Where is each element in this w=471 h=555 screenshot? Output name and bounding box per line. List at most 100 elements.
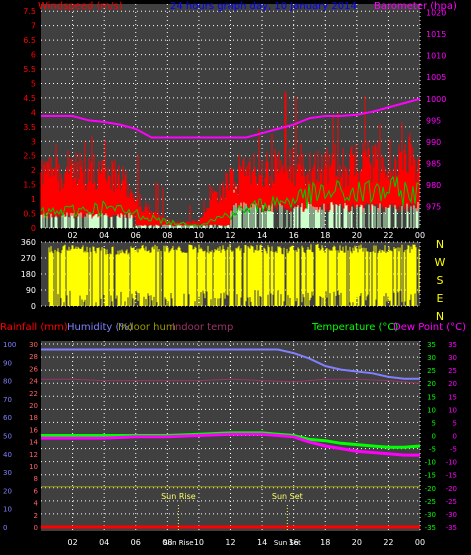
hour-tick: 22	[383, 538, 393, 547]
hour-tick: 16	[289, 538, 299, 547]
hour-tick: 20	[352, 231, 362, 240]
rainfall-tick: 30	[29, 341, 38, 349]
direction-tick: 180	[21, 270, 36, 279]
bottom-lines	[41, 348, 421, 529]
hour-tick: 02	[67, 538, 77, 547]
dewpoint-tick: 15	[448, 393, 457, 401]
humidity-tick: 30	[3, 469, 12, 477]
rainfall-label: Rainfall (mm)	[0, 322, 68, 333]
hour-tick: 06	[131, 538, 141, 547]
barometer-axis-label: Barometer (hpa)	[374, 1, 457, 12]
barometer-tick: 975	[426, 202, 441, 211]
dewpoint-tick-labels: -35 -30 -25 -20 -15 -10 -5 0 5 10 15 20 25 30 35	[446, 341, 457, 532]
barometer-tick: 980	[426, 181, 441, 190]
sun-annotation: Sun Rise	[161, 492, 196, 501]
wind-average-line	[40, 175, 419, 227]
top-lines	[40, 97, 421, 227]
dewpoint-tick: 35	[448, 341, 457, 349]
temperature-tick: -15	[425, 472, 436, 480]
rainfall-tick: 24	[29, 378, 38, 386]
temperature-tick: -25	[425, 498, 436, 506]
windspeed-tick: 6.5	[23, 36, 36, 45]
rainfall-tick: 16	[29, 426, 38, 434]
windspeed-tick: 3	[31, 137, 36, 146]
hour-tick: 00	[415, 538, 425, 547]
hour-tick: 08	[162, 231, 172, 240]
dewpoint-tick: 25	[448, 367, 457, 375]
dewpoint-tick: -30	[446, 511, 457, 519]
windspeed-tick: 5	[31, 79, 36, 88]
windspeed-tick: 7	[31, 22, 36, 31]
humidity-tick-labels: 0 10 20 30 40 50 60 70 80 90 100	[3, 341, 16, 532]
windspeed-tick: 3.5	[23, 123, 36, 132]
barometer-tick: 1020	[426, 9, 446, 18]
temperature-tick: -35	[425, 524, 436, 532]
windspeed-tick: 1.5	[23, 181, 36, 190]
dewpoint-tick: -10	[446, 459, 457, 467]
dewpoint-tick: -5	[450, 446, 457, 454]
direction-tick-labels: 0 90 180 270 360	[21, 238, 36, 311]
barometer-tick: 1015	[426, 30, 446, 39]
top-chart-title: 24 hours graph day, 10 January 2014	[170, 1, 357, 12]
direction-bars	[48, 243, 420, 306]
direction-tick: 270	[21, 254, 36, 263]
hour-tick: 04	[99, 231, 109, 240]
rainfall-tick: 2	[34, 512, 38, 520]
temperature-tick: 25	[427, 367, 436, 375]
hour-tick: 02	[67, 231, 77, 240]
windspeed-tick: 0	[31, 224, 36, 233]
rainfall-tick: 26	[29, 365, 38, 373]
humidity-tick: 50	[3, 433, 12, 441]
barometer-tick-labels: 975 980 985 990 995 1000 1005 1010 1015 1020	[426, 9, 446, 212]
temperature-tick: -10	[425, 459, 436, 467]
humidity-tick: 40	[3, 451, 12, 459]
windspeed-tick: 7.5	[23, 7, 36, 16]
windspeed-tick: 6	[31, 51, 36, 60]
windspeed-tick-labels: 0 0.5 1 1.5 2 2.5 3 3.5 4 4.5 5 5.5 6 6.5 7 7.5	[23, 7, 36, 233]
sun-annotations: Sun Rise Sun Rise Sun Set Sun Set	[161, 492, 303, 547]
hour-tick: 00	[415, 231, 425, 240]
barometer-tick: 985	[426, 159, 441, 168]
windspeed-tick: 4.5	[23, 94, 36, 103]
wind-barometer-panel: 00.511.522.533.544.555.566.577.5 9759809…	[23, 1, 457, 240]
windspeed-tick: 2	[31, 166, 36, 175]
hour-tick: 22	[383, 231, 393, 240]
compass-label: N	[436, 238, 444, 251]
dewpoint-tick: -25	[446, 498, 457, 506]
humidity-tick: 80	[3, 378, 12, 386]
dewpoint-tick: 5	[453, 419, 457, 427]
hour-tick: 18	[320, 231, 330, 240]
hour-tick: 18	[320, 538, 330, 547]
hour-tick: 06	[131, 231, 141, 240]
barometer-tick: 990	[426, 138, 441, 147]
humidity-tick: 70	[3, 396, 12, 404]
compass-label: W	[435, 256, 446, 269]
dewpoint-tick: 20	[448, 380, 457, 388]
windspeed-tick: 2.5	[23, 152, 36, 161]
hour-tick: 10	[194, 538, 204, 547]
indoor-temp-line	[41, 378, 421, 384]
rainfall-tick: 10	[29, 463, 38, 471]
rainfall-tick: 8	[34, 475, 38, 483]
temperature-tick: 35	[427, 341, 436, 349]
windspeed-tick: 4	[31, 108, 36, 117]
rainfall-tick: 14	[29, 439, 38, 447]
windspeed-tick: 5.5	[23, 65, 36, 74]
temperature-tick: -20	[425, 485, 436, 493]
rainfall-tick: 18	[29, 414, 38, 422]
temperature-tick: 15	[427, 393, 436, 401]
windspeed-tick: 1	[31, 195, 36, 204]
barometer-tick: 995	[426, 116, 441, 125]
temperature-tick: 0	[432, 433, 436, 441]
direction-tick: 360	[21, 238, 36, 247]
temperature-tick: -5	[429, 446, 436, 454]
rainfall-tick: 6	[34, 487, 39, 495]
dew-point-line	[41, 432, 420, 457]
barometer-tick: 1010	[426, 52, 446, 61]
direction-tick: 0	[31, 302, 36, 311]
temperature-tick-labels: -35 -30 -25 -20 -15 -10 -5 0 5 10 15 20 25 30 35	[425, 341, 436, 532]
temperature-tick: 20	[427, 380, 436, 388]
